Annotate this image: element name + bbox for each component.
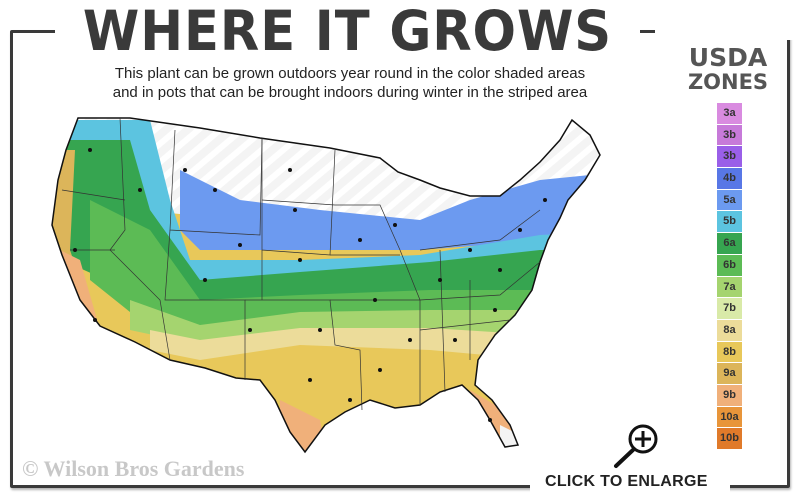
usda-zone-map[interactable] <box>40 105 640 465</box>
legend-zone-5b: 5b <box>717 211 742 233</box>
subtitle-line: This plant can be grown outdoors year ro… <box>114 65 586 82</box>
legend-zone-7a: 7a <box>717 276 742 298</box>
legend-title: USDA ZONES <box>672 43 784 94</box>
legend-title-line: ZONES <box>687 70 769 94</box>
legend-zone-8b: 8b <box>717 341 742 363</box>
legend-zone-9b: 9b <box>717 384 742 406</box>
us-outline <box>51 117 601 454</box>
legend-zone-10a: 10a <box>717 406 742 428</box>
enlarge-label: CLICK TO ENLARGE <box>545 473 708 490</box>
zone-legend: 3a 3b 3b 4b 5a 5b 6a 6b 7a 7b 8a 8b 9a 9b 10a 10b <box>717 103 742 450</box>
magnifier-plus-icon <box>614 424 658 468</box>
legend-zone-4b: 4b <box>717 168 742 189</box>
frame-gap <box>655 20 795 40</box>
state-borders <box>61 117 541 411</box>
legend-zone-9a: 9a <box>717 363 742 384</box>
legend-zone-3a: 3a <box>717 103 742 124</box>
copyright-watermark: © Wilson Bros Gardens <box>22 456 245 481</box>
city-markers <box>73 148 547 422</box>
legend-zone-6a: 6a <box>717 233 742 254</box>
legend-zone-8a: 8a <box>717 319 742 341</box>
legend-title-line: USDA <box>688 43 768 72</box>
legend-zone-3b: 3b <box>717 124 742 146</box>
frame-gap <box>530 475 730 495</box>
legend-zone-10b: 10b <box>717 428 742 449</box>
subtitle-line: and in pots that can be brought indoors … <box>112 84 588 101</box>
click-to-enlarge-button[interactable]: CLICK TO ENLARGE <box>535 420 735 495</box>
legend-zone-7b: 7b <box>717 298 742 319</box>
legend-zone-3b: 3b <box>717 146 742 168</box>
legend-zone-6b: 6b <box>717 254 742 276</box>
page-title: WHERE IT GROWS <box>82 0 613 63</box>
subtitle: This plant can be grown outdoors year ro… <box>40 64 660 102</box>
legend-zone-5a: 5a <box>717 189 742 211</box>
zone-bands <box>52 118 600 452</box>
frame-gap <box>55 20 640 40</box>
